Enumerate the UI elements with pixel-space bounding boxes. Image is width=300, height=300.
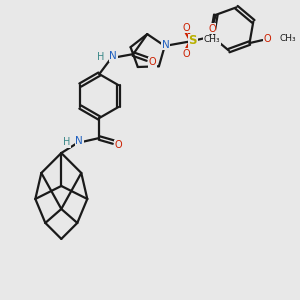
Text: H: H <box>97 52 104 62</box>
Text: O: O <box>183 49 190 59</box>
Text: O: O <box>183 23 190 33</box>
Text: O: O <box>264 34 271 44</box>
Text: CH₃: CH₃ <box>280 34 296 43</box>
Text: S: S <box>188 34 197 47</box>
Text: CH₃: CH₃ <box>203 35 220 44</box>
Text: H: H <box>63 137 70 147</box>
Text: O: O <box>148 57 156 67</box>
Text: N: N <box>162 40 169 50</box>
Text: N: N <box>110 51 117 61</box>
Text: N: N <box>75 136 83 146</box>
Text: O: O <box>208 24 216 34</box>
Text: O: O <box>114 140 122 150</box>
